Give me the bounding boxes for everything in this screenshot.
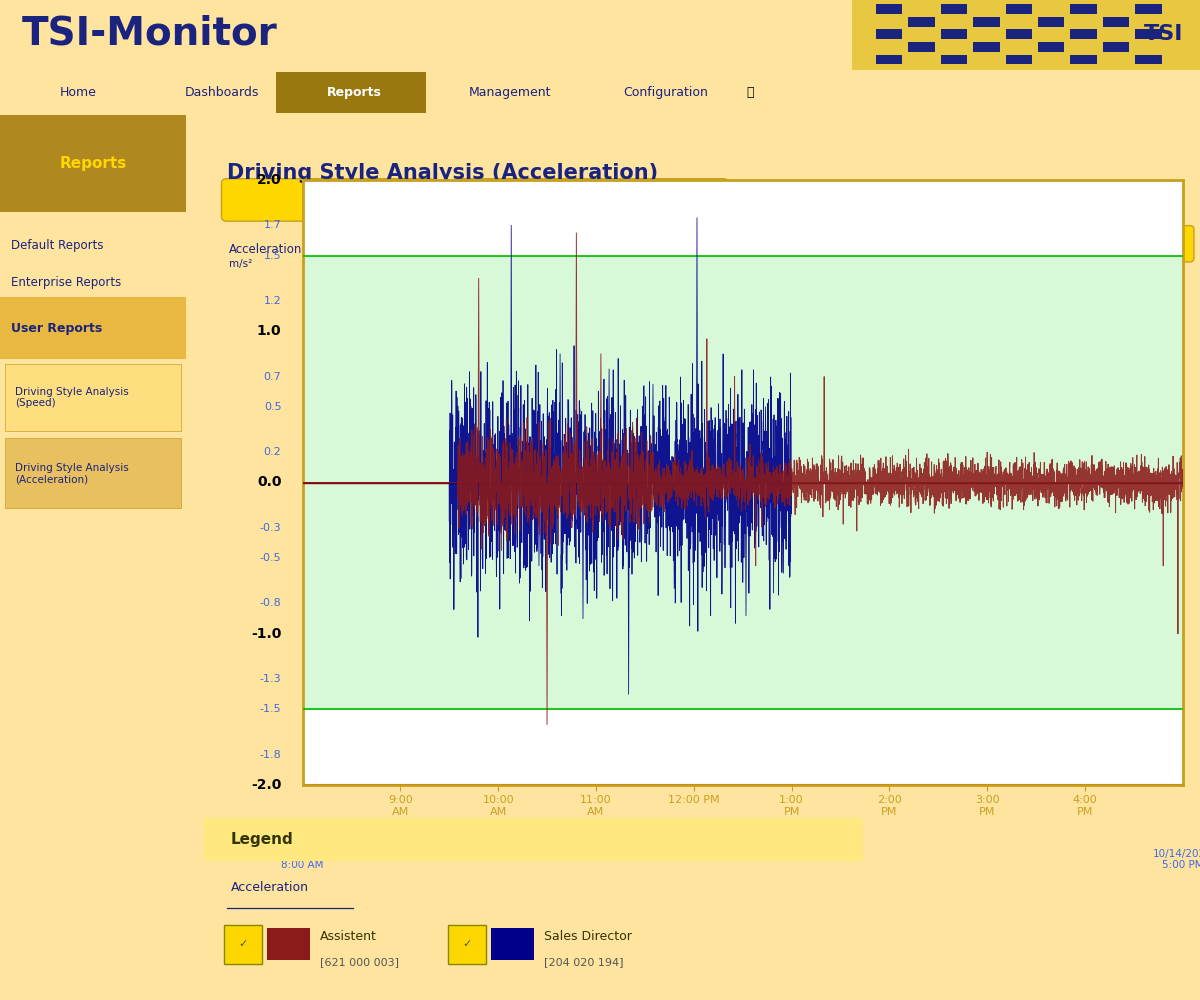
Text: 🔒: 🔒 <box>746 86 754 99</box>
Text: -1.3: -1.3 <box>259 674 282 684</box>
Text: [204 020 194]: [204 020 194] <box>544 957 623 967</box>
Text: Driving Style Analysis
(Speed): Driving Style Analysis (Speed) <box>14 387 128 408</box>
Text: TSI-Monitor: TSI-Monitor <box>22 15 277 53</box>
Text: ►: ► <box>1066 234 1080 252</box>
Text: User Reports: User Reports <box>11 322 102 335</box>
Text: 0.7: 0.7 <box>264 372 282 382</box>
Text: ◄: ◄ <box>1027 234 1042 252</box>
Text: Configuration: Configuration <box>624 86 708 99</box>
Text: ✓: ✓ <box>239 939 248 949</box>
FancyBboxPatch shape <box>876 4 902 14</box>
FancyBboxPatch shape <box>1135 29 1162 39</box>
FancyBboxPatch shape <box>876 29 902 39</box>
FancyBboxPatch shape <box>908 17 935 27</box>
Text: ✓: ✓ <box>462 939 472 949</box>
Text: 0.2: 0.2 <box>264 447 282 457</box>
FancyBboxPatch shape <box>973 42 1000 52</box>
Text: −: − <box>1160 234 1177 253</box>
Text: Default Reports: Default Reports <box>11 239 103 252</box>
Text: Dashboards: Dashboards <box>185 86 259 99</box>
Text: -0.8: -0.8 <box>259 598 282 608</box>
FancyBboxPatch shape <box>1103 17 1129 27</box>
Text: +: + <box>1111 234 1128 253</box>
FancyBboxPatch shape <box>5 438 181 508</box>
FancyBboxPatch shape <box>1006 55 1032 64</box>
FancyBboxPatch shape <box>0 297 186 359</box>
FancyBboxPatch shape <box>204 818 863 861</box>
Text: -1.0: -1.0 <box>251 627 282 641</box>
FancyBboxPatch shape <box>1070 55 1097 64</box>
Text: Home: Home <box>60 86 96 99</box>
Text: [621 000 003]: [621 000 003] <box>319 957 398 967</box>
Text: Management: Management <box>469 86 551 99</box>
FancyBboxPatch shape <box>876 55 902 64</box>
Text: Legend: Legend <box>230 832 293 847</box>
FancyBboxPatch shape <box>266 928 310 960</box>
Text: m/s²: m/s² <box>228 259 252 269</box>
FancyBboxPatch shape <box>1094 226 1145 262</box>
FancyBboxPatch shape <box>908 42 935 52</box>
Text: -1.8: -1.8 <box>259 750 282 760</box>
Text: TSI: TSI <box>1145 24 1183 44</box>
Text: 1.0: 1.0 <box>257 324 282 338</box>
Text: 1.2: 1.2 <box>264 296 282 306</box>
Text: 10/14/2020
5:00 PM: 10/14/2020 5:00 PM <box>1153 849 1200 870</box>
Text: Sales Director: Sales Director <box>544 930 631 943</box>
Text: 2.0: 2.0 <box>257 173 282 187</box>
Text: -1.5: -1.5 <box>259 704 282 714</box>
Text: Driving Style Analysis
(Acceleration): Driving Style Analysis (Acceleration) <box>14 463 128 484</box>
FancyBboxPatch shape <box>1135 4 1162 14</box>
FancyBboxPatch shape <box>1038 17 1064 27</box>
FancyBboxPatch shape <box>1144 226 1194 262</box>
FancyBboxPatch shape <box>5 364 181 431</box>
FancyBboxPatch shape <box>941 55 967 64</box>
Text: Download/Export: Download/Export <box>538 193 646 206</box>
Text: Acceleration: Acceleration <box>228 243 302 256</box>
FancyBboxPatch shape <box>1006 4 1032 14</box>
FancyBboxPatch shape <box>491 928 534 960</box>
Text: -2.0: -2.0 <box>251 778 282 792</box>
Text: Reports: Reports <box>59 156 127 171</box>
FancyBboxPatch shape <box>852 0 1200 70</box>
FancyBboxPatch shape <box>455 179 728 221</box>
FancyBboxPatch shape <box>1038 42 1064 52</box>
FancyBboxPatch shape <box>973 17 1000 27</box>
Text: 0.0: 0.0 <box>257 476 282 489</box>
FancyBboxPatch shape <box>0 115 186 212</box>
Text: 1.7: 1.7 <box>264 220 282 230</box>
FancyBboxPatch shape <box>1070 29 1097 39</box>
FancyBboxPatch shape <box>941 29 967 39</box>
Text: -0.3: -0.3 <box>259 523 282 533</box>
FancyBboxPatch shape <box>1006 29 1032 39</box>
Text: 10/14/2020
8:00 AM: 10/14/2020 8:00 AM <box>272 849 332 870</box>
Text: -0.5: -0.5 <box>259 553 282 563</box>
Text: 0.5: 0.5 <box>264 402 282 412</box>
Text: Reports: Reports <box>326 86 382 99</box>
Text: Driving Style Analysis (Acceleration): Driving Style Analysis (Acceleration) <box>227 163 658 183</box>
Text: Print: Print <box>313 193 342 206</box>
FancyBboxPatch shape <box>1103 42 1129 52</box>
Text: 1.5: 1.5 <box>264 251 282 261</box>
FancyBboxPatch shape <box>448 925 486 964</box>
FancyBboxPatch shape <box>941 4 967 14</box>
Bar <box>302 256 1183 709</box>
FancyBboxPatch shape <box>1135 55 1162 64</box>
FancyBboxPatch shape <box>224 925 263 964</box>
Text: Assistent: Assistent <box>319 930 377 943</box>
FancyBboxPatch shape <box>222 179 434 221</box>
Text: Enterprise Reports: Enterprise Reports <box>11 276 121 289</box>
FancyBboxPatch shape <box>1070 4 1097 14</box>
FancyBboxPatch shape <box>276 72 426 113</box>
Text: Acceleration: Acceleration <box>230 881 308 894</box>
